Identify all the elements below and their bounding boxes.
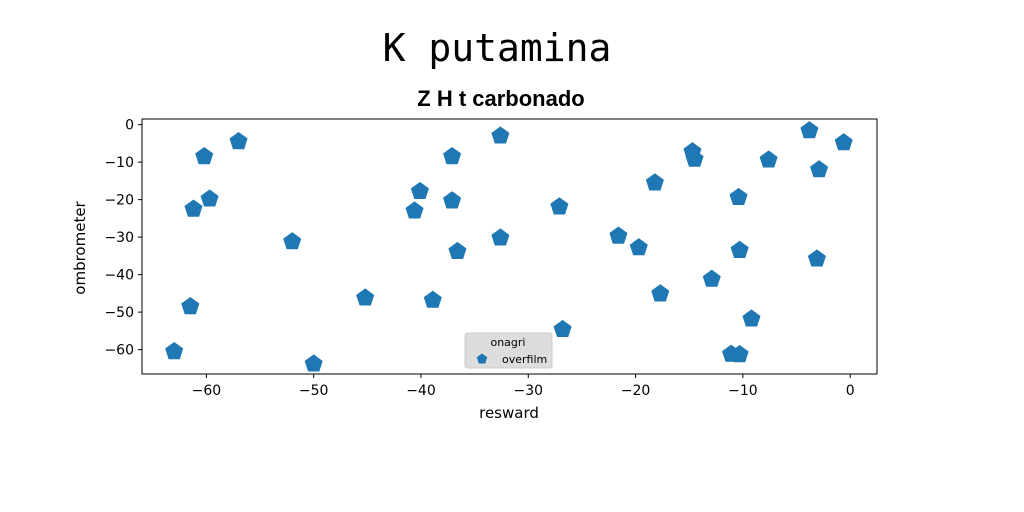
x-tick-label: −10 [728, 383, 758, 399]
y-tick-label: 0 [125, 118, 134, 134]
data-point [629, 238, 648, 256]
data-point [491, 126, 510, 144]
data-point [304, 354, 323, 372]
x-tick-label: −60 [192, 383, 222, 399]
data-point [810, 160, 829, 178]
legend-entry-label: overfilm [502, 353, 547, 366]
y-axis-label: ombrometer [71, 200, 89, 294]
data-point [702, 269, 721, 287]
data-point [165, 342, 184, 360]
x-tick-label: −50 [299, 383, 329, 399]
data-point [184, 199, 203, 217]
data-point [423, 290, 442, 308]
y-axis-ticks: 0 −10 −20 −30 −40 −50 −60 [104, 118, 142, 359]
data-point [443, 191, 462, 209]
data-point [730, 345, 749, 363]
data-point [195, 147, 214, 165]
y-tick-label: −10 [104, 155, 134, 171]
data-point [834, 133, 853, 151]
data-point [200, 189, 219, 207]
y-tick-label: −50 [104, 305, 134, 321]
y-tick-label: −30 [104, 230, 134, 246]
figure-suptitle: K putamina [383, 26, 612, 70]
legend-title: onagri [490, 336, 525, 349]
x-tick-label: 0 [846, 383, 855, 399]
data-point [759, 150, 778, 168]
y-tick-label: −60 [104, 343, 134, 359]
data-point [729, 187, 748, 206]
data-point [645, 173, 664, 191]
chart-title: Z H t carbonado [417, 86, 584, 111]
x-tick-label: −40 [406, 383, 436, 399]
data-point [742, 309, 761, 327]
y-tick-label: −20 [104, 193, 134, 209]
legend-marker [476, 353, 488, 364]
data-point [685, 149, 704, 167]
x-axis-ticks: −60 −50 −40 −30 −20 −10 0 [192, 374, 855, 399]
data-point [491, 228, 510, 246]
legend-box [464, 332, 553, 369]
data-point [405, 201, 424, 219]
data-point [356, 288, 375, 306]
data-point [550, 197, 569, 215]
data-points [165, 121, 853, 372]
y-tick-label: −40 [104, 268, 134, 284]
data-point [609, 226, 628, 244]
data-point [800, 121, 819, 139]
data-point [410, 181, 429, 200]
data-point [448, 241, 467, 260]
data-point [229, 132, 248, 150]
data-point [283, 232, 302, 250]
x-axis-label: resward [479, 404, 539, 422]
x-tick-label: −30 [514, 383, 544, 399]
data-point [443, 147, 462, 165]
x-tick-label: −20 [621, 383, 651, 399]
data-point [553, 319, 572, 338]
legend: onagri overfilm [464, 332, 553, 369]
data-point [651, 284, 670, 302]
data-point [807, 249, 826, 267]
plot-area-frame [141, 118, 878, 375]
data-point [181, 297, 200, 315]
data-point [730, 240, 749, 258]
